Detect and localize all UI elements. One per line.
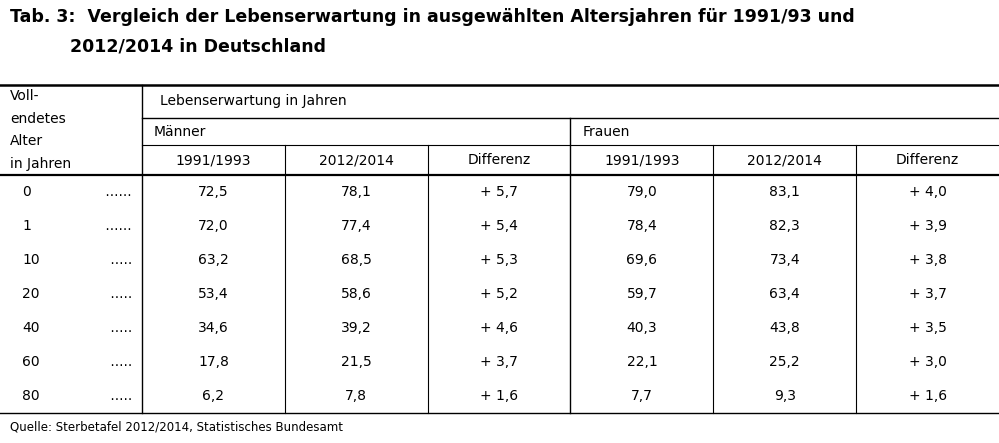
Text: + 3,0: + 3,0 (909, 355, 946, 369)
Text: 80: 80 (22, 389, 40, 403)
Text: Quelle: Sterbetafel 2012/2014, Statistisches Bundesamt: Quelle: Sterbetafel 2012/2014, Statistis… (10, 420, 343, 433)
Text: 82,3: 82,3 (769, 219, 800, 233)
Text: 1: 1 (22, 219, 31, 233)
Text: Alter: Alter (10, 134, 43, 148)
Text: .....: ..... (106, 355, 132, 369)
Text: 7,8: 7,8 (346, 389, 368, 403)
Text: + 5,7: + 5,7 (481, 185, 518, 199)
Text: 60: 60 (22, 355, 40, 369)
Text: 20: 20 (22, 287, 40, 301)
Text: + 3,9: + 3,9 (908, 219, 947, 233)
Text: + 1,6: + 1,6 (481, 389, 518, 403)
Text: 40,3: 40,3 (626, 321, 657, 335)
Text: 34,6: 34,6 (198, 321, 229, 335)
Text: 17,8: 17,8 (198, 355, 229, 369)
Text: 68,5: 68,5 (341, 253, 372, 267)
Text: endetes: endetes (10, 112, 66, 126)
Text: .....: ..... (106, 389, 132, 403)
Text: 43,8: 43,8 (769, 321, 800, 335)
Text: + 5,3: + 5,3 (481, 253, 518, 267)
Text: Männer: Männer (154, 124, 207, 139)
Text: 1991/1993: 1991/1993 (176, 153, 251, 167)
Text: .....: ..... (106, 321, 132, 335)
Text: ......: ...... (101, 219, 132, 233)
Text: 7,7: 7,7 (631, 389, 653, 403)
Text: 9,3: 9,3 (774, 389, 796, 403)
Text: + 4,6: + 4,6 (481, 321, 518, 335)
Text: in Jahren: in Jahren (10, 157, 71, 171)
Text: 2012/2014 in Deutschland: 2012/2014 in Deutschland (70, 38, 326, 56)
Text: + 5,2: + 5,2 (481, 287, 518, 301)
Text: 83,1: 83,1 (769, 185, 800, 199)
Text: 2012/2014: 2012/2014 (319, 153, 394, 167)
Text: + 4,0: + 4,0 (909, 185, 946, 199)
Text: 40: 40 (22, 321, 40, 335)
Text: .....: ..... (106, 253, 132, 267)
Text: + 5,4: + 5,4 (481, 219, 518, 233)
Text: + 3,5: + 3,5 (909, 321, 946, 335)
Text: 1991/1993: 1991/1993 (604, 153, 679, 167)
Text: + 3,7: + 3,7 (481, 355, 518, 369)
Text: Tab. 3:  Vergleich der Lebenserwartung in ausgewählten Altersjahren für 1991/93 : Tab. 3: Vergleich der Lebenserwartung in… (10, 8, 855, 26)
Text: + 3,7: + 3,7 (909, 287, 946, 301)
Text: 25,2: 25,2 (769, 355, 800, 369)
Text: 58,6: 58,6 (341, 287, 372, 301)
Text: 77,4: 77,4 (341, 219, 372, 233)
Text: 59,7: 59,7 (626, 287, 657, 301)
Text: Differenz: Differenz (896, 153, 959, 167)
Text: 69,6: 69,6 (626, 253, 657, 267)
Text: 6,2: 6,2 (203, 389, 225, 403)
Text: 78,4: 78,4 (626, 219, 657, 233)
Text: Voll-: Voll- (10, 89, 40, 103)
Text: 78,1: 78,1 (341, 185, 372, 199)
Text: 21,5: 21,5 (341, 355, 372, 369)
Text: 63,2: 63,2 (198, 253, 229, 267)
Text: + 3,8: + 3,8 (908, 253, 947, 267)
Text: 22,1: 22,1 (626, 355, 657, 369)
Text: 72,5: 72,5 (198, 185, 229, 199)
Text: 73,4: 73,4 (769, 253, 800, 267)
Text: 63,4: 63,4 (769, 287, 800, 301)
Text: 10: 10 (22, 253, 40, 267)
Text: 2012/2014: 2012/2014 (747, 153, 822, 167)
Text: Lebenserwartung in Jahren: Lebenserwartung in Jahren (160, 94, 347, 109)
Text: 53,4: 53,4 (198, 287, 229, 301)
Text: ......: ...... (101, 185, 132, 199)
Text: Differenz: Differenz (468, 153, 530, 167)
Text: Frauen: Frauen (582, 124, 630, 139)
Text: 39,2: 39,2 (341, 321, 372, 335)
Text: 79,0: 79,0 (626, 185, 657, 199)
Text: .....: ..... (106, 287, 132, 301)
Text: 0: 0 (22, 185, 31, 199)
Text: + 1,6: + 1,6 (908, 389, 947, 403)
Text: 72,0: 72,0 (198, 219, 229, 233)
